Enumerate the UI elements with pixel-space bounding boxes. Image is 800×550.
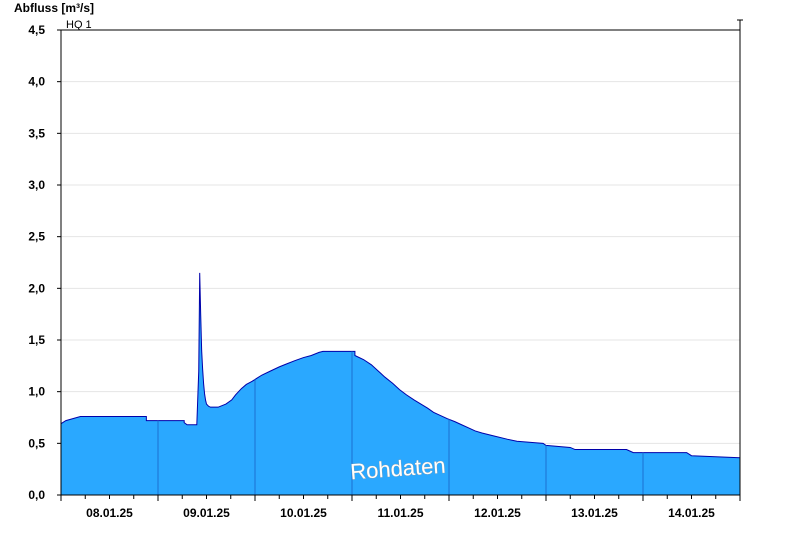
discharge-line (60, 272, 741, 459)
y-tick-label-0: 0,0 (28, 488, 45, 502)
x-tick-labels: 08.01.25 09.01.25 10.01.25 11.01.25 12.01.25… (60, 495, 741, 520)
grid-lines (61, 81, 740, 444)
y-tick-label-1: 0,5 (28, 436, 45, 450)
x-tick-label-4: 12.01.25 (474, 506, 521, 520)
rohdaten-annotation: Rohdaten (349, 453, 446, 485)
y-tick-labels: 0,0 0,5 1,0 1,5 2,0 2,5 3,0 3,5 4,0 4,5 (28, 23, 61, 502)
x-tick-label-5: 13.01.25 (571, 506, 618, 520)
x-tick-label-2: 10.01.25 (280, 506, 327, 520)
y-tick-label-7: 3,5 (28, 126, 45, 140)
y-tick-label-6: 3,0 (28, 178, 45, 192)
x-tick-label-3: 11.01.25 (377, 506, 423, 520)
y-tick-label-5: 2,5 (28, 230, 45, 244)
y-tick-label-9: 4,5 (28, 23, 45, 37)
hq-threshold-label: HQ 1 (66, 19, 92, 31)
y-axis-title: Abfluss [m³/s] (14, 1, 94, 15)
x-tick-label-6: 14.01.25 (668, 506, 715, 520)
day-boundaries (157, 351, 644, 495)
y-tick-label-2: 1,0 (28, 385, 45, 399)
y-tick-label-3: 1,5 (28, 333, 45, 347)
y-tick-label-4: 2,0 (28, 281, 45, 295)
x-tick-label-0: 08.01.25 (86, 506, 133, 520)
y-tick-label-8: 4,0 (28, 75, 45, 89)
discharge-area (61, 272, 740, 495)
x-tick-label-1: 09.01.25 (183, 506, 230, 520)
area-layer (60, 272, 741, 495)
